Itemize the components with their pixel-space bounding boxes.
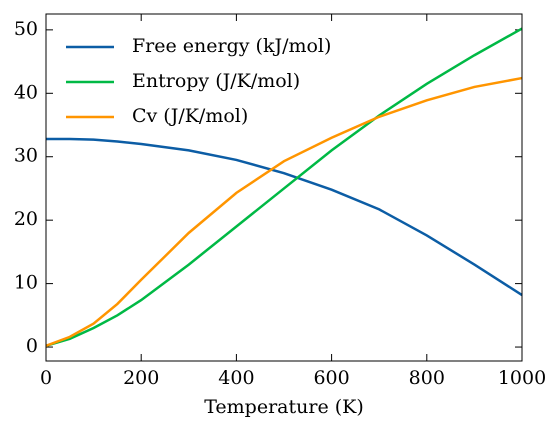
- y-tick-label: 50: [14, 18, 38, 40]
- plot-frame: [45, 13, 523, 362]
- x-tick-label: 1000: [498, 367, 546, 389]
- x-tick-label: 600: [313, 367, 349, 389]
- x-tick-label: 200: [123, 367, 159, 389]
- legend-label: Free energy (kJ/mol): [132, 35, 331, 57]
- x-tick-label: 400: [218, 367, 254, 389]
- line: [46, 137, 523, 297]
- x-tick-label: 0: [40, 367, 52, 389]
- y-tick-label: 10: [14, 272, 38, 294]
- x-axis-label: Temperature (K): [204, 396, 364, 418]
- y-tick-label: 20: [14, 208, 38, 230]
- line: [45, 27, 523, 347]
- y-tick-label: 0: [26, 335, 38, 357]
- legend-label: Cv (J/K/mol): [132, 105, 248, 127]
- y-tick-label: 40: [14, 81, 38, 103]
- y-tick-label: 30: [14, 145, 38, 167]
- x-tick-label: 800: [409, 367, 445, 389]
- line: [45, 76, 523, 347]
- legend-label: Entropy (J/K/mol): [132, 70, 300, 92]
